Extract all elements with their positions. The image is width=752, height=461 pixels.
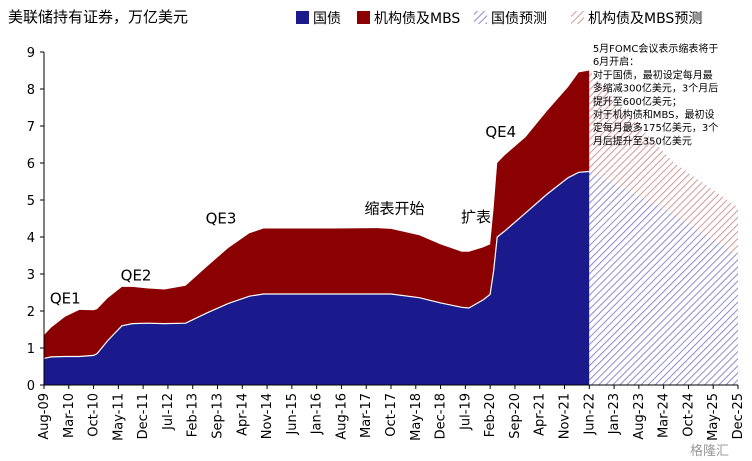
forecast-note: 5月FOMC会议表示缩表将于6月开启：对于国债，最初设定每月最多缩减300亿美元… [593,42,719,147]
note-line: 对于机构债和MBS，最初设 [593,108,715,121]
x-tick-label: May-11 [111,393,126,441]
legend-swatch-mbs-forecast [571,11,584,24]
note-line: 月后提升至350亿美元 [593,134,692,147]
y-tick-label: 7 [27,120,35,135]
x-tick-label: Sep-13 [211,393,226,439]
annotation-label: 缩表开始 [365,199,425,217]
x-tick-label: Mar-24 [657,393,672,438]
x-tick-label: Feb-13 [186,393,201,437]
x-tick-label: Jun-15 [285,393,300,436]
note-line: 提升至600亿美元； [593,95,682,108]
annotation-label: QE2 [121,267,152,285]
x-tick-label: Aug-23 [632,393,647,440]
x-tick-label: Jan-23 [607,393,622,435]
x-tick-label: Aug-09 [37,393,52,440]
y-tick-label: 0 [27,379,35,394]
x-tick-label: Aug-16 [334,393,349,440]
x-tick-label: Nov-14 [260,393,275,439]
annotation-label: QE3 [206,210,237,228]
x-tick-label: Sep-20 [508,393,523,439]
x-tick-label: Jul-19 [458,393,473,431]
x-tick-label: Jul-12 [161,393,176,431]
x-tick-label: Dec-25 [731,393,746,439]
annotation-label: 扩表 [461,208,491,226]
x-tick-label: Oct-24 [681,393,696,437]
y-tick-label: 8 [27,83,35,98]
legend-swatch-treasury [296,11,309,24]
y-tick-label: 1 [27,342,35,357]
area-treasury [44,171,590,385]
legend-label-treasury-forecast: 国债预测 [491,11,547,27]
y-tick-label: 6 [27,157,35,172]
series-layer [43,70,738,385]
legend: 国债 机构债及MBS 国债预测 机构债及MBS预测 [296,11,702,27]
annotation-label: QE1 [50,290,81,308]
y-axis-title: 美联储持有证券，万亿美元 [8,8,188,26]
x-tick-label: Mar-17 [359,393,374,438]
annotation-layer: QE1 QE2 QE3 缩表开始扩表 QE4 [50,123,516,308]
note-line: 对于国债，最初设定每月最 [593,68,713,81]
x-tick-label: Jan-16 [310,393,325,435]
x-tick-label: Oct-10 [87,393,102,437]
x-tick-label: May-25 [706,393,721,441]
note-line: 多缩减300亿美元，3个月后 [593,82,718,95]
y-tick-label: 5 [27,194,35,209]
y-tick-label: 9 [27,46,35,61]
x-tick-label: Apr-14 [235,393,250,436]
legend-label-mbs-forecast: 机构债及MBS预测 [588,11,702,27]
x-tick-label: Jun-22 [582,393,597,436]
legend-label-mbs: 机构债及MBS [374,11,460,27]
note-line: 定每月最多175亿美元，3个 [593,121,718,134]
note-line: 6月开启： [593,55,639,68]
x-tick-label: Nov-21 [558,393,573,439]
legend-label-treasury: 国债 [313,11,341,27]
x-tick-label: May-18 [409,393,424,441]
y-tick-label: 3 [27,268,35,283]
note-line: 5月FOMC会议表示缩表将于 [593,42,719,55]
axis-layer: 0 1 2 3 4 5 6 7 8 9 Aug-09 Mar-10 Oct-10 May-11 Dec-11… [27,46,746,441]
area-mbs [44,70,590,359]
legend-swatch-treasury-forecast [474,11,487,24]
legend-swatch-mbs [357,11,370,24]
area-mbs-forecast [589,70,738,256]
x-tick-label: Apr-21 [533,393,548,436]
y-tick-label: 2 [27,305,35,320]
area-treasury-forecast [589,171,738,385]
watermark: 格隆汇 [690,443,729,459]
line-treasury [43,170,590,359]
annotation-label: QE4 [485,123,516,141]
y-tick-label: 4 [27,231,35,246]
x-tick-label: Dec-18 [434,393,449,439]
x-tick-label: Dec-11 [136,393,151,439]
x-tick-label: Mar-10 [62,393,77,438]
x-tick-label: Feb-20 [483,393,498,437]
x-tick-label: Oct-17 [384,393,399,437]
